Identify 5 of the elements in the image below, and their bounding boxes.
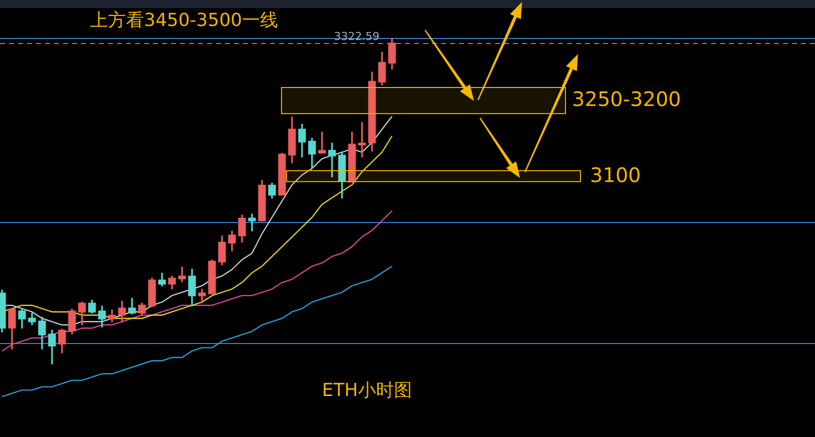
candlestick xyxy=(358,122,366,158)
band-label: 3100 xyxy=(590,162,641,187)
band-label: 3250-3200 xyxy=(572,87,682,112)
text: ETH小时图 xyxy=(322,380,412,401)
chart-title: 上方看3450-3500一线 xyxy=(90,10,278,31)
